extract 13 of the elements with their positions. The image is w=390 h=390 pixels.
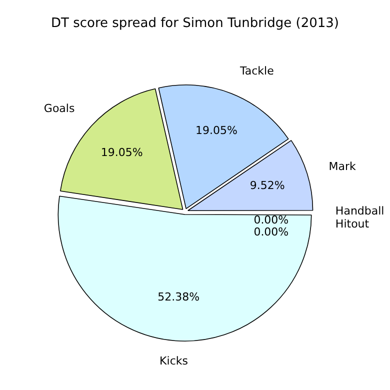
text: 0.00% (254, 225, 289, 238)
category-label: Handball (335, 204, 384, 218)
slice-label: Mark (328, 160, 357, 174)
category-label: Hitout (335, 217, 370, 230)
text: 0.00% (254, 213, 289, 226)
data-label: 19.05% (100, 146, 143, 159)
slice-label: Kicks (160, 354, 188, 368)
data-label: 52.38% (158, 290, 200, 304)
chart-title: DT score spread for Simon Tunbridge (2013) (50, 16, 340, 31)
data-label: 9.52% (250, 178, 285, 192)
data-label: 19.05% (196, 124, 238, 138)
slice-label: Tackle (238, 64, 274, 78)
slice-label: Goals (44, 102, 75, 116)
